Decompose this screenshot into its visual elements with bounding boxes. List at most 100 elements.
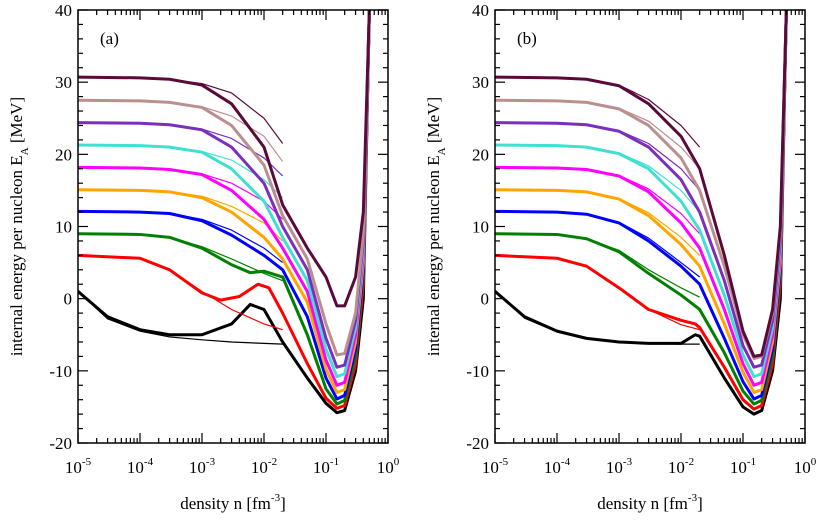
x-tick-label: 10-3 (189, 456, 216, 477)
x-axis-title-close: ] (697, 494, 703, 513)
x-tick-exponent: -2 (268, 456, 277, 468)
series-2-thick-line (495, 10, 788, 406)
series-1-thick-line (495, 10, 788, 411)
series-group (495, 10, 788, 416)
x-axis-title-main: density n [fm (597, 494, 688, 513)
x-tick-base: 10 (127, 458, 144, 477)
y-axis-title-subscript: A (436, 147, 448, 155)
x-tick-base: 10 (668, 458, 685, 477)
y-tick-label: -10 (466, 362, 489, 381)
x-tick-marks (77, 10, 389, 443)
x-tick-base: 10 (730, 458, 747, 477)
x-tick-exponent: -1 (747, 456, 756, 468)
x-tick-exponent: 0 (811, 456, 817, 468)
y-tick-label: -20 (49, 434, 72, 453)
series-4-thick-line (78, 10, 371, 394)
x-tick-label: 10-3 (606, 456, 633, 477)
series-6-thin-line (495, 144, 701, 213)
x-tick-label: 100 (377, 456, 400, 477)
x-tick-base: 10 (544, 458, 561, 477)
y-tick-marks (78, 9, 388, 444)
series-0-thick-line (495, 10, 788, 416)
series-9-thick-line (495, 10, 788, 358)
x-tick-exponent: -3 (206, 456, 216, 468)
series-8-thin-line (495, 99, 701, 170)
y-axis-title-main: internal energy per nucleon E (7, 155, 26, 356)
series-9-thin-line (495, 76, 701, 148)
x-tick-label: 10-4 (127, 456, 154, 477)
x-tick-exponent: -2 (685, 456, 694, 468)
series-5-thick-line (495, 10, 788, 387)
x-tick-label: 10-2 (668, 456, 694, 477)
series-3-thin-line (78, 210, 284, 264)
y-tick-label: 10 (472, 218, 489, 237)
y-axis-title-main: internal energy per nucleon E (424, 155, 443, 356)
series-4-thick-line (495, 10, 788, 394)
x-tick-exponent: -5 (82, 456, 92, 468)
series-4-thin-line (495, 189, 701, 256)
x-tick-base: 10 (251, 458, 268, 477)
y-tick-label: -10 (49, 362, 72, 381)
y-tick-label: 40 (472, 1, 489, 20)
y-tick-label: 20 (55, 145, 72, 164)
x-tick-base: 10 (482, 458, 499, 477)
x-tick-exponent: -5 (499, 456, 509, 468)
x-tick-exponent: -1 (330, 456, 339, 468)
x-tick-base: 10 (313, 458, 330, 477)
series-7-thick-line (78, 10, 371, 369)
x-axis-title-close: ] (280, 494, 286, 513)
x-tick-base: 10 (189, 458, 206, 477)
y-tick-label: 40 (55, 1, 72, 20)
x-axis-title-exponent: -3 (271, 492, 281, 504)
chart-panel-a: 10-5 10-4 10-3 10-2 10-1 100-20-10010203040de… (7, 1, 400, 513)
x-tick-base: 10 (377, 458, 394, 477)
y-axis-title: internal energy per nucleon EA [MeV] (424, 97, 448, 356)
plot-frame (77, 9, 389, 444)
x-tick-label: 10-1 (313, 456, 339, 477)
panel-label: (b) (517, 29, 537, 48)
x-axis-title-exponent: -3 (688, 492, 698, 504)
y-tick-marks (495, 9, 805, 444)
y-tick-label: 30 (472, 73, 489, 92)
y-tick-label: 0 (64, 290, 73, 309)
series-group (78, 10, 371, 415)
panel-label: (a) (100, 29, 119, 48)
y-axis-title-unit: [MeV] (424, 97, 443, 148)
x-tick-exponent: -4 (144, 456, 154, 468)
y-tick-label: 20 (472, 145, 489, 164)
y-tick-label: 0 (481, 290, 490, 309)
series-5-thick-line (78, 10, 371, 387)
x-tick-label: 10-5 (65, 456, 92, 477)
x-tick-base: 10 (65, 458, 82, 477)
y-tick-label: -20 (466, 434, 489, 453)
series-3-thick-line (495, 10, 788, 401)
y-tick-label: 30 (55, 73, 72, 92)
y-tick-label: 10 (55, 218, 72, 237)
x-axis-title: density n [fm-3] (180, 492, 286, 513)
series-9-thin-line (78, 76, 284, 144)
series-0-thick-line (78, 10, 371, 415)
series-9-thick-line (78, 10, 371, 308)
x-tick-label: 10-4 (544, 456, 571, 477)
x-tick-base: 10 (794, 458, 811, 477)
x-tick-base: 10 (606, 458, 623, 477)
plot-frame (494, 9, 806, 444)
series-5-thin-line (495, 166, 701, 235)
y-axis-title: internal energy per nucleon EA [MeV] (7, 97, 31, 356)
y-axis-title-unit: [MeV] (7, 97, 26, 148)
series-8-thick-line (495, 10, 788, 361)
x-tick-label: 10-2 (251, 456, 277, 477)
chart-panel-b: 10-5 10-4 10-3 10-2 10-1 100-20-10010203040de… (424, 1, 817, 513)
series-6-thick-line (78, 10, 371, 379)
series-3-thick-line (78, 10, 371, 401)
x-tick-marks (494, 10, 806, 443)
x-axis-title-main: density n [fm (180, 494, 271, 513)
series-7-thin-line (495, 121, 701, 191)
x-tick-label: 10-5 (482, 456, 509, 477)
x-tick-exponent: -3 (623, 456, 633, 468)
series-6-thick-line (495, 10, 788, 379)
x-tick-label: 10-1 (730, 456, 756, 477)
series-0-thin-line (78, 291, 283, 345)
series-7-thick-line (495, 10, 788, 369)
